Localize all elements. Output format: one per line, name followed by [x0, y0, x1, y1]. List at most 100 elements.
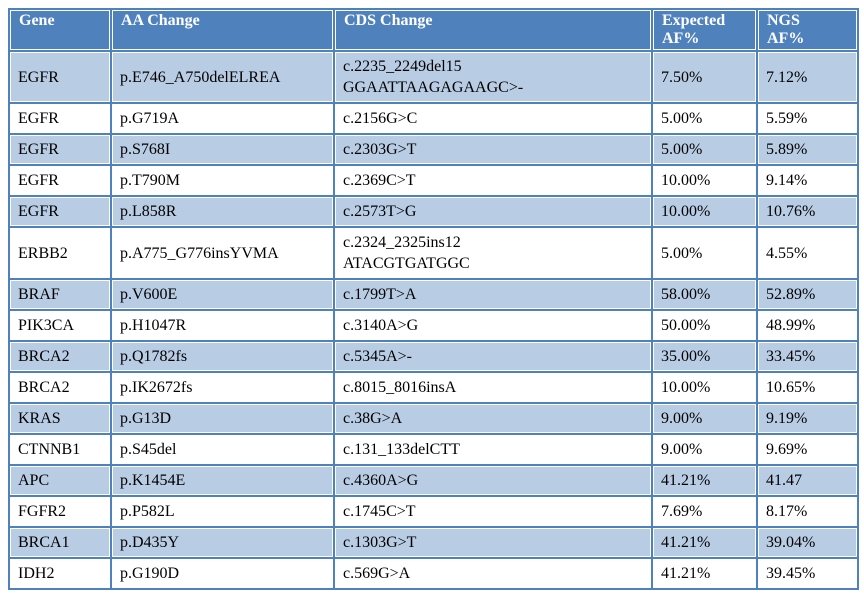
cell-aa-change: p.IK2672fs: [110, 371, 335, 404]
cell-expected-af: 41.21%: [651, 526, 758, 559]
cell-cds-change: c.1303G>T: [333, 526, 653, 559]
cell-expected-af: 10.00%: [651, 371, 758, 404]
cell-cds-change: c.2303G>T: [333, 133, 653, 166]
cell-expected-af: 58.00%: [651, 278, 758, 311]
table-row: BRCA1 p.D435Y c.1303G>T 41.21% 39.04%: [8, 526, 859, 559]
cell-ngs-af: 8.17%: [756, 495, 859, 528]
cell-cds-change: c.3140A>G: [333, 309, 653, 342]
cell-gene: KRAS: [8, 402, 112, 435]
cell-gene: EGFR: [8, 133, 112, 166]
cell-gene: BRCA1: [8, 526, 112, 559]
column-header-expected-af: Expected AF%: [651, 8, 758, 52]
cell-aa-change: p.K1454E: [110, 464, 335, 497]
cell-aa-change: p.D435Y: [110, 526, 335, 559]
cell-ngs-af: 9.19%: [756, 402, 859, 435]
cell-expected-af: 10.00%: [651, 195, 758, 228]
cell-gene: EGFR: [8, 50, 112, 104]
cell-ngs-af: 10.65%: [756, 371, 859, 404]
cell-cds-change: c.131_133delCTT: [333, 433, 653, 466]
cell-aa-change: p.S45del: [110, 433, 335, 466]
column-header-gene: Gene: [8, 8, 112, 52]
cell-expected-af: 10.00%: [651, 164, 758, 197]
cell-ngs-af: 52.89%: [756, 278, 859, 311]
header-row: Gene AA Change CDS Change Expected AF% N…: [8, 8, 859, 52]
table-row: BRAF p.V600E c.1799T>A 58.00% 52.89%: [8, 278, 859, 311]
cell-ngs-af: 4.55%: [756, 226, 859, 280]
cell-cds-change: c.2235_2249del15 GGAATTAAGAGAAGC>-: [333, 50, 653, 104]
cell-gene: BRAF: [8, 278, 112, 311]
cell-ngs-af: 39.04%: [756, 526, 859, 559]
table-row: IDH2 p.G190D c.569G>A 41.21% 39.45%: [8, 557, 859, 590]
table-row: EGFR p.T790M c.2369C>T 10.00% 9.14%: [8, 164, 859, 197]
cell-ngs-af: 7.12%: [756, 50, 859, 104]
table-row: EGFR p.E746_A750delELREA c.2235_2249del1…: [8, 50, 859, 104]
cell-gene: APC: [8, 464, 112, 497]
cell-expected-af: 9.00%: [651, 402, 758, 435]
cell-cds-change: c.8015_8016insA: [333, 371, 653, 404]
cell-gene: ERBB2: [8, 226, 112, 280]
table-row: BRCA2 p.Q1782fs c.5345A>- 35.00% 33.45%: [8, 340, 859, 373]
cell-aa-change: p.V600E: [110, 278, 335, 311]
cell-ngs-af: 5.59%: [756, 102, 859, 135]
cell-aa-change: p.P582L: [110, 495, 335, 528]
cell-ngs-af: 41.47: [756, 464, 859, 497]
cell-ngs-af: 5.89%: [756, 133, 859, 166]
cell-gene: BRCA2: [8, 371, 112, 404]
cell-aa-change: p.L858R: [110, 195, 335, 228]
cell-cds-change: c.1799T>A: [333, 278, 653, 311]
cell-aa-change: p.T790M: [110, 164, 335, 197]
table-row: ERBB2 p.A775_G776insYVMA c.2324_2325ins1…: [8, 226, 859, 280]
table-row: EGFR p.G719A c.2156G>C 5.00% 5.59%: [8, 102, 859, 135]
cell-expected-af: 9.00%: [651, 433, 758, 466]
cell-expected-af: 50.00%: [651, 309, 758, 342]
variant-table: Gene AA Change CDS Change Expected AF% N…: [8, 8, 859, 590]
cell-expected-af: 7.50%: [651, 50, 758, 104]
cell-expected-af: 7.69%: [651, 495, 758, 528]
cell-gene: FGFR2: [8, 495, 112, 528]
column-header-ngs-af: NGS AF%: [756, 8, 859, 52]
cell-gene: IDH2: [8, 557, 112, 590]
cell-aa-change: p.G719A: [110, 102, 335, 135]
cell-gene: PIK3CA: [8, 309, 112, 342]
cell-ngs-af: 39.45%: [756, 557, 859, 590]
cell-ngs-af: 10.76%: [756, 195, 859, 228]
cell-ngs-af: 9.69%: [756, 433, 859, 466]
cell-expected-af: 5.00%: [651, 226, 758, 280]
cell-gene: CTNNB1: [8, 433, 112, 466]
table-row: BRCA2 p.IK2672fs c.8015_8016insA 10.00% …: [8, 371, 859, 404]
column-header-cds-change: CDS Change: [333, 8, 653, 52]
cell-cds-change: c.2369C>T: [333, 164, 653, 197]
cell-cds-change: c.2573T>G: [333, 195, 653, 228]
cell-gene: BRCA2: [8, 340, 112, 373]
cell-expected-af: 5.00%: [651, 102, 758, 135]
cell-expected-af: 35.00%: [651, 340, 758, 373]
cell-cds-change: c.2324_2325ins12 ATACGTGATGGC: [333, 226, 653, 280]
cell-gene: EGFR: [8, 164, 112, 197]
cell-expected-af: 41.21%: [651, 557, 758, 590]
cell-aa-change: p.E746_A750delELREA: [110, 50, 335, 104]
column-header-aa-change: AA Change: [110, 8, 335, 52]
table-row: APC p.K1454E c.4360A>G 41.21% 41.47: [8, 464, 859, 497]
cell-ngs-af: 9.14%: [756, 164, 859, 197]
cell-cds-change: c.2156G>C: [333, 102, 653, 135]
cell-cds-change: c.38G>A: [333, 402, 653, 435]
table-row: EGFR p.L858R c.2573T>G 10.00% 10.76%: [8, 195, 859, 228]
cell-cds-change: c.569G>A: [333, 557, 653, 590]
cell-expected-af: 5.00%: [651, 133, 758, 166]
cell-ngs-af: 33.45%: [756, 340, 859, 373]
cell-gene: EGFR: [8, 102, 112, 135]
cell-cds-change: c.4360A>G: [333, 464, 653, 497]
cell-cds-change: c.5345A>-: [333, 340, 653, 373]
table-row: CTNNB1 p.S45del c.131_133delCTT 9.00% 9.…: [8, 433, 859, 466]
cell-aa-change: p.A775_G776insYVMA: [110, 226, 335, 280]
cell-ngs-af: 48.99%: [756, 309, 859, 342]
cell-aa-change: p.S768I: [110, 133, 335, 166]
table-row: EGFR p.S768I c.2303G>T 5.00% 5.89%: [8, 133, 859, 166]
cell-aa-change: p.Q1782fs: [110, 340, 335, 373]
cell-cds-change: c.1745C>T: [333, 495, 653, 528]
cell-aa-change: p.G190D: [110, 557, 335, 590]
table-row: FGFR2 p.P582L c.1745C>T 7.69% 8.17%: [8, 495, 859, 528]
table-row: KRAS p.G13D c.38G>A 9.00% 9.19%: [8, 402, 859, 435]
table-row: PIK3CA p.H1047R c.3140A>G 50.00% 48.99%: [8, 309, 859, 342]
